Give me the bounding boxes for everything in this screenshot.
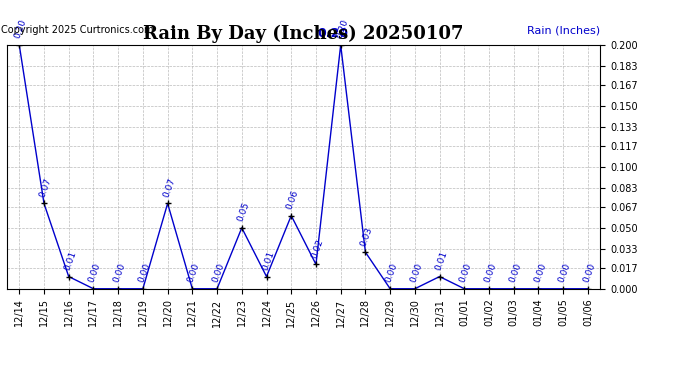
Text: 0.00: 0.00	[557, 262, 573, 284]
Text: 0.20: 0.20	[318, 27, 348, 40]
Text: 0.02: 0.02	[310, 238, 325, 260]
Text: 0.07: 0.07	[38, 177, 53, 199]
Text: 0.20: 0.20	[335, 18, 350, 40]
Text: 0.20: 0.20	[13, 18, 28, 40]
Text: 0.00: 0.00	[211, 262, 226, 284]
Text: 0.00: 0.00	[137, 262, 152, 284]
Text: 0.00: 0.00	[384, 262, 400, 284]
Text: 0.00: 0.00	[408, 262, 424, 284]
Text: 0.00: 0.00	[483, 262, 498, 284]
Text: 0.01: 0.01	[260, 250, 276, 272]
Text: 0.06: 0.06	[285, 189, 300, 211]
Text: 0.07: 0.07	[161, 177, 177, 199]
Text: 0.00: 0.00	[112, 262, 128, 284]
Text: 0.05: 0.05	[235, 201, 251, 223]
Text: Rain (Inches): Rain (Inches)	[527, 25, 600, 35]
Text: 0.01: 0.01	[63, 250, 78, 272]
Text: 0.00: 0.00	[582, 262, 597, 284]
Text: 0.00: 0.00	[458, 262, 473, 284]
Text: 0.00: 0.00	[186, 262, 201, 284]
Text: 0.00: 0.00	[508, 262, 523, 284]
Text: Copyright 2025 Curtronics.com: Copyright 2025 Curtronics.com	[1, 25, 153, 35]
Text: 0.01: 0.01	[433, 250, 448, 272]
Title: Rain By Day (Inches) 20250107: Rain By Day (Inches) 20250107	[144, 25, 464, 44]
Text: 0.00: 0.00	[532, 262, 548, 284]
Text: 0.00: 0.00	[87, 262, 103, 284]
Text: 0.03: 0.03	[359, 225, 375, 248]
